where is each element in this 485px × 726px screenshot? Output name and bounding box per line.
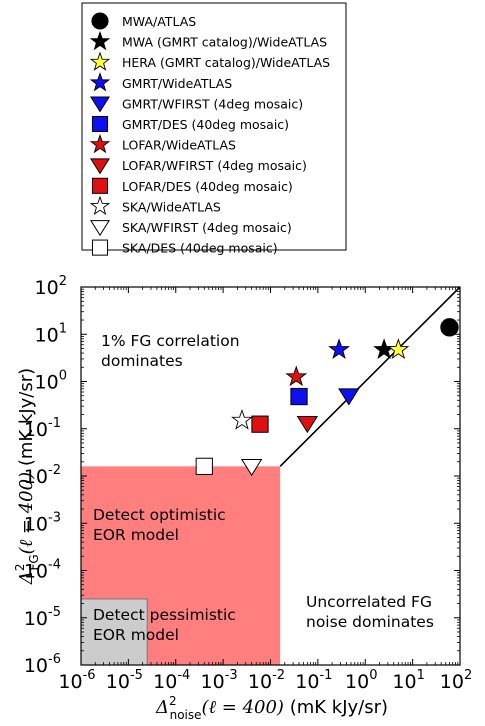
legend-label-7: LOFAR/WFIRST (4deg mosaic) (122, 158, 307, 173)
legend-marker-8 (91, 177, 109, 194)
annotation-fg-correlation: 1% FG correlation (101, 332, 240, 350)
y-tick-label: 100 (35, 369, 67, 394)
legend-label-8: LOFAR/DES (40deg mosaic) (122, 179, 293, 194)
x-tick-label: 10-2 (248, 668, 285, 693)
y-axis-label: Δ2FG(ℓ = 400) (mK kJy/sr) (13, 368, 41, 585)
legend-label-0: MWA/ATLAS (122, 14, 196, 29)
data-point-2 (387, 338, 410, 360)
annotation-pessimistic: Detect pessimistic (93, 606, 236, 624)
legend-marker-10 (89, 220, 111, 237)
legend-label-3: GMRT/WideATLAS (122, 76, 232, 91)
plot-area: 10-6 10-5 10-4 10-3 10-2 10-1 100 101 102 10-6 10-… (13, 274, 472, 722)
data-point-11 (195, 457, 213, 475)
x-tick-label: 10-3 (201, 668, 238, 693)
legend-marker-5 (91, 115, 109, 133)
legend-label-5: GMRT/DES (40deg mosaic) (122, 117, 289, 132)
data-point-9 (231, 408, 253, 430)
y-tick-label: 10-5 (24, 605, 61, 630)
legend-marker-4 (89, 96, 111, 113)
y-tick-label: 10-3 (24, 510, 61, 535)
plot-frame (80, 286, 461, 666)
annotation-uncorrelated: Uncorrelated FG (306, 593, 432, 611)
y-tick-label: 102 (35, 274, 67, 299)
annotation-optimistic: EOR model (93, 526, 179, 544)
data-point-0 (440, 318, 459, 337)
legend-label-6: LOFAR/WideATLAS (122, 138, 236, 153)
legend-marker-0 (91, 12, 109, 30)
legend-marker-3 (89, 72, 111, 92)
legend-label-2: HERA (GMRT catalog)/WideATLAS (122, 55, 330, 70)
legend-label-10: SKA/WFIRST (4deg mosaic) (122, 220, 292, 235)
legend-marker-1 (89, 30, 111, 51)
data-point-3 (328, 338, 350, 360)
data-point-10 (240, 458, 263, 477)
x-axis-label: Δ2 noise(ℓ = 400) (mK kJy/sr) (155, 694, 388, 722)
y-tick-label: 10-6 (24, 652, 61, 677)
x-tick-label: 101 (392, 668, 424, 693)
legend-label-4: GMRT/WFIRST (4deg mosaic) (122, 96, 303, 111)
x-tick-label: 10-6 (58, 668, 95, 693)
annotation-fg-correlation: dominates (101, 352, 183, 370)
legend-label-1: MWA (GMRT catalog)/WideATLAS (122, 35, 327, 50)
legend: MWA/ATLAS MWA (GMRT catalog)/WideATLAS HER… (81, 2, 347, 256)
data-point-5 (290, 387, 308, 406)
legend-box (81, 2, 347, 251)
x-tick-label: 102 (440, 668, 472, 693)
data-point-7 (296, 416, 319, 434)
legend-marker-6 (89, 133, 111, 154)
noise-fg-boundary-line (279, 286, 461, 467)
x-tick-label: 10-5 (106, 668, 143, 693)
legend-marker-7 (89, 158, 111, 175)
data-point-8 (251, 415, 269, 433)
data-point-4 (338, 388, 360, 406)
annotation-optimistic: Detect optimistic (93, 506, 226, 524)
annotation-uncorrelated: noise dominates (306, 613, 434, 631)
legend-label-9: SKA/WideATLAS (122, 199, 221, 214)
legend-label-11: SKA/DES (40deg mosaic) (122, 241, 278, 256)
data-point-6 (285, 365, 308, 387)
legend-marker-11 (91, 239, 109, 256)
x-tick-label: 10-1 (295, 668, 332, 693)
legend-marker-2 (89, 51, 111, 71)
svg-text:Δ2FG(ℓ = 400) (mK kJy/sr): Δ2FG(ℓ = 400) (mK kJy/sr) (13, 368, 41, 585)
y-tick-label: 101 (35, 321, 67, 346)
legend-marker-9 (89, 195, 111, 216)
annotation-pessimistic: EOR model (93, 626, 179, 644)
x-tick-label: 100 (345, 668, 377, 693)
x-tick-label: 10-4 (153, 668, 190, 693)
